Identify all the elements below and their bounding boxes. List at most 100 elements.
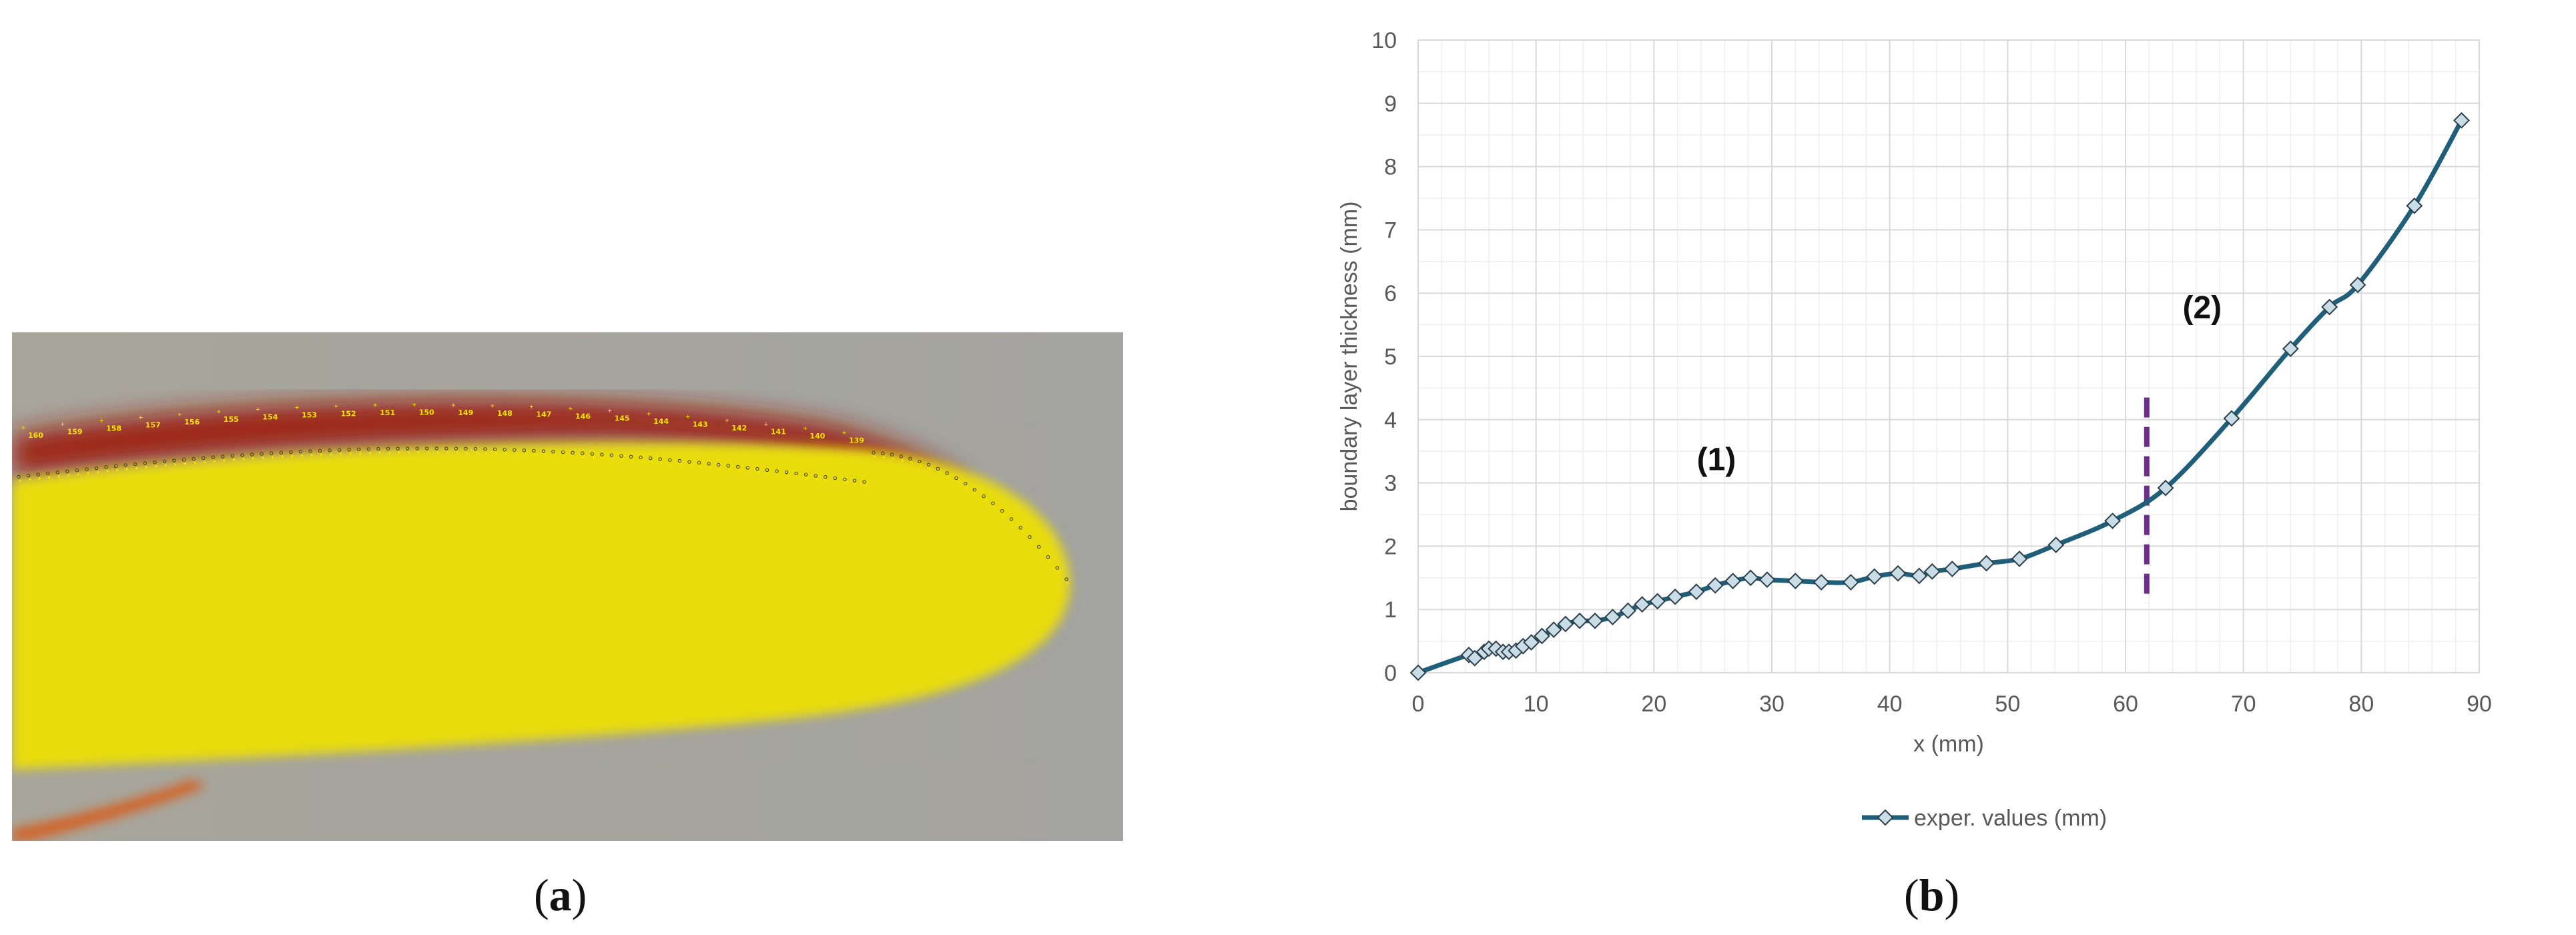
edge-marker	[697, 460, 701, 465]
y-axis-label: boundary layer thickness (mm)	[1337, 202, 1362, 512]
edge-marker	[1057, 571, 1060, 573]
svg-text:+: +	[686, 413, 690, 420]
edge-marker	[456, 451, 458, 454]
marker-label: +156	[178, 411, 200, 426]
edge-marker	[719, 467, 721, 470]
data-point	[2157, 479, 2174, 497]
edge-marker	[104, 465, 108, 469]
data-point	[1866, 568, 1883, 585]
edge-marker	[1030, 540, 1032, 543]
edge-marker	[368, 452, 371, 454]
edge-marker	[541, 449, 546, 453]
edge-marker	[551, 450, 555, 454]
edge-marker	[45, 471, 50, 476]
data-point	[1604, 609, 1621, 625]
edge-marker	[619, 454, 623, 458]
edge-marker	[522, 448, 527, 452]
edge-marker	[495, 452, 498, 454]
edge-marker	[113, 464, 118, 469]
data-point	[2282, 340, 2299, 358]
edge-marker	[890, 452, 894, 456]
edge-marker	[28, 479, 31, 481]
edge-marker	[262, 456, 264, 459]
y-tick-label: 10	[1371, 28, 1397, 53]
edge-marker	[1018, 526, 1022, 530]
x-axis-label: x (mm)	[1913, 731, 1984, 757]
edge-marker	[182, 458, 186, 462]
svg-text:139: 139	[849, 436, 864, 445]
edge-marker	[473, 446, 478, 451]
svg-text:+: +	[725, 417, 729, 424]
y-axis-ticks: 0 1 2 3 4 5 6 7 8 9 10	[1371, 28, 1397, 686]
edge-marker	[133, 462, 137, 466]
edge-marker	[926, 462, 931, 467]
edge-marker	[794, 471, 798, 476]
y-tick-label: 1	[1384, 597, 1397, 623]
marker-label: +153	[295, 404, 317, 420]
svg-text:+: +	[647, 410, 651, 418]
svg-text:155: 155	[224, 415, 239, 424]
edge-marker	[1048, 560, 1051, 563]
svg-text:160: 160	[28, 431, 43, 440]
edge-marker	[483, 447, 487, 451]
edge-marker	[658, 457, 662, 461]
edge-marker	[864, 485, 867, 487]
y-tick-label: 2	[1384, 534, 1397, 559]
edge-marker	[845, 482, 848, 485]
edge-marker	[707, 462, 711, 466]
edge-marker	[48, 476, 51, 479]
edge-marker	[145, 466, 147, 469]
caption-b: (b)	[1904, 870, 1960, 920]
edge-marker	[974, 493, 977, 495]
svg-text:153: 153	[302, 411, 317, 420]
edge-marker	[1028, 535, 1032, 539]
edge-marker	[899, 454, 903, 458]
edge-marker	[600, 452, 604, 456]
edge-marker	[786, 475, 789, 478]
y-tick-label: 5	[1384, 344, 1397, 370]
edge-marker	[94, 466, 99, 471]
edge-marker	[444, 446, 448, 450]
svg-text:+: +	[412, 402, 416, 409]
svg-text:157: 157	[145, 420, 161, 429]
edge-marker	[901, 459, 904, 462]
marker-label: +158	[99, 417, 121, 432]
edge-marker	[563, 454, 566, 458]
edge-marker	[621, 458, 624, 461]
y-tick-label: 8	[1384, 155, 1397, 180]
edge-marker	[475, 452, 478, 454]
x-tick-label: 70	[2231, 691, 2256, 717]
edge-marker	[417, 451, 420, 454]
data-point	[1409, 664, 1427, 681]
edge-marker	[765, 468, 769, 472]
data-point	[1742, 569, 1759, 587]
edge-marker	[775, 469, 779, 473]
caption-a-letter: a	[549, 870, 572, 920]
edge-marker	[65, 469, 69, 473]
data-point	[2453, 111, 2470, 129]
edge-marker	[881, 451, 885, 455]
edge-marker	[281, 455, 284, 458]
svg-text:+: +	[842, 430, 846, 437]
edge-marker	[784, 470, 789, 475]
edge-marker	[984, 499, 986, 502]
data-point	[1649, 593, 1666, 610]
edge-marker	[938, 471, 940, 474]
svg-text:+: +	[764, 421, 768, 428]
marker-label: +147	[529, 404, 551, 419]
edge-marker	[464, 446, 468, 451]
data-point	[1534, 627, 1550, 645]
x-axis-ticks: 0 10 20 30 40 50 60 70 80 90	[1412, 691, 2492, 717]
edge-marker	[796, 476, 799, 479]
edge-marker	[993, 506, 996, 509]
y-tick-label: 3	[1384, 471, 1397, 497]
edge-marker	[155, 465, 157, 468]
legend-marker	[1877, 809, 1894, 826]
svg-text:152: 152	[341, 410, 356, 418]
marker-label: +160	[21, 424, 43, 440]
edge-marker	[804, 473, 808, 477]
edge-marker	[436, 451, 439, 454]
svg-text:141: 141	[771, 428, 786, 436]
edge-marker	[1002, 513, 1005, 517]
edge-marker	[745, 466, 750, 470]
